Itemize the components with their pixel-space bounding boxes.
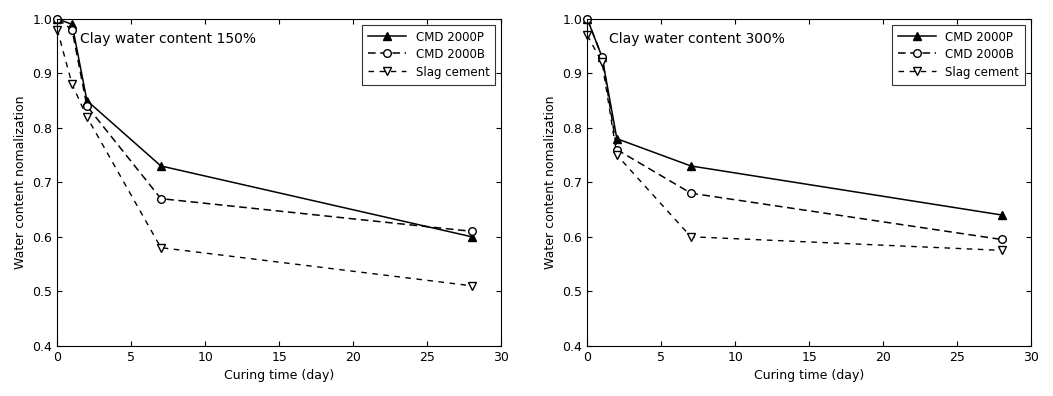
Y-axis label: Water content nomalization: Water content nomalization [14, 95, 27, 269]
X-axis label: Curing time (day): Curing time (day) [754, 369, 865, 382]
Y-axis label: Water content nomalization: Water content nomalization [543, 95, 557, 269]
X-axis label: Curing time (day): Curing time (day) [224, 369, 335, 382]
Text: Clay water content 300%: Clay water content 300% [610, 32, 786, 46]
Legend: CMD 2000P, CMD 2000B, Slag cement: CMD 2000P, CMD 2000B, Slag cement [362, 25, 495, 85]
Legend: CMD 2000P, CMD 2000B, Slag cement: CMD 2000P, CMD 2000B, Slag cement [892, 25, 1026, 85]
Text: Clay water content 150%: Clay water content 150% [79, 32, 256, 46]
